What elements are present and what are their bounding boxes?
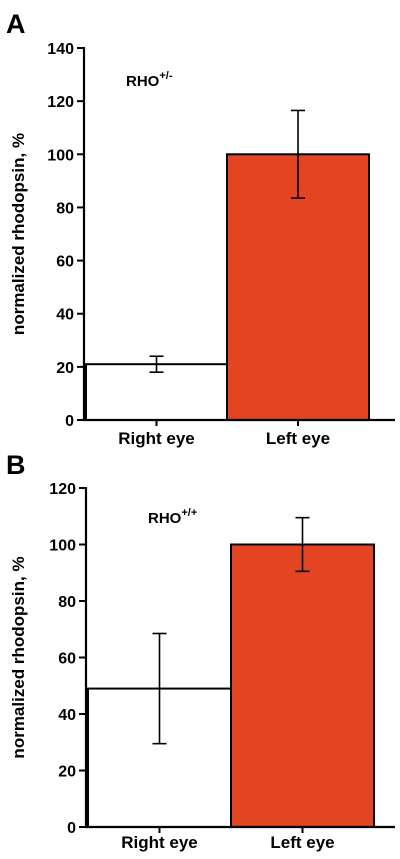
panel-a-ytick-label-80: 80 bbox=[56, 200, 74, 217]
panel-b-category-label-left-eye: Left eye bbox=[270, 833, 334, 852]
panel-b-category-label-right-eye: Right eye bbox=[121, 833, 198, 852]
panel-a-ytick-label-20: 20 bbox=[56, 360, 74, 377]
panel-a-ytick-label-100: 100 bbox=[47, 147, 74, 164]
panel-b-letter: B bbox=[6, 450, 26, 480]
panel-b-ytick-label-60: 60 bbox=[58, 651, 76, 668]
panel-b-genotype-base: RHO bbox=[148, 510, 182, 527]
panel-a-genotype-superscript: +/- bbox=[159, 70, 172, 82]
panel-a-category-label-left-eye: Left eye bbox=[266, 429, 330, 448]
panel-b-bar-left-eye bbox=[230, 543, 375, 828]
panel-a-ytick-label-0: 0 bbox=[65, 413, 74, 430]
panel-a-bar-right-eye bbox=[85, 363, 228, 422]
panel-b-genotype-superscript: +/+ bbox=[181, 507, 197, 519]
panel-a-letter: A bbox=[6, 9, 26, 39]
panel-b-ytick-label-0: 0 bbox=[67, 820, 76, 837]
panel-a-category-label-right-eye: Right eye bbox=[118, 429, 195, 448]
panel-b-genotype-annotation: RHO+/+ bbox=[148, 507, 197, 527]
panel-a-ytick-label-120: 120 bbox=[47, 94, 74, 111]
panel-a-genotype-annotation: RHO+/- bbox=[126, 70, 173, 90]
panel-a-ytick-label-60: 60 bbox=[56, 254, 74, 271]
panel-a-y-axis-label: normalized rhodopsin, % bbox=[9, 133, 28, 335]
panel-b-y-axis-label: normalized rhodopsin, % bbox=[9, 556, 28, 758]
panel-b-ytick-label-120: 120 bbox=[49, 481, 76, 498]
panel-a-genotype-base: RHO bbox=[126, 73, 160, 90]
panel-a-ytick-label-40: 40 bbox=[56, 307, 74, 324]
panel-b-ytick-label-100: 100 bbox=[49, 538, 76, 555]
panel-b-ytick-label-80: 80 bbox=[58, 594, 76, 611]
panel-b-ytick-label-40: 40 bbox=[58, 707, 76, 724]
panel-a-ytick-label-140: 140 bbox=[47, 41, 74, 58]
panel-b-ytick-label-20: 20 bbox=[58, 764, 76, 781]
